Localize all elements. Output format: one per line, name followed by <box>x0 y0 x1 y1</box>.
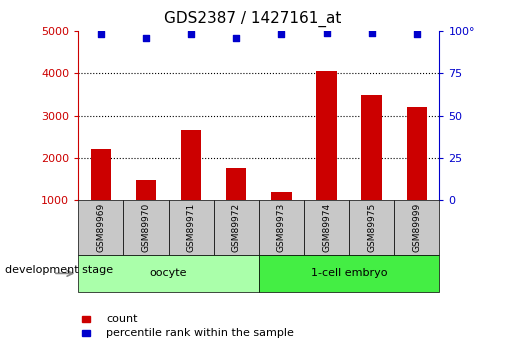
Bar <box>259 255 439 292</box>
Text: GSM89969: GSM89969 <box>96 203 106 252</box>
Bar <box>271 192 291 200</box>
Text: 1-cell embryo: 1-cell embryo <box>311 268 387 278</box>
Bar <box>136 180 156 200</box>
Bar <box>259 200 304 255</box>
Bar <box>78 255 259 292</box>
Point <box>187 32 195 37</box>
Bar <box>181 130 201 200</box>
Bar <box>169 200 214 255</box>
Text: GSM89970: GSM89970 <box>141 203 150 252</box>
Text: GSM89975: GSM89975 <box>367 203 376 252</box>
Bar <box>123 200 169 255</box>
Bar <box>304 200 349 255</box>
Point <box>323 30 331 36</box>
Text: GSM89999: GSM89999 <box>412 203 421 252</box>
Bar <box>214 200 259 255</box>
Point <box>97 32 105 37</box>
Bar <box>226 168 246 200</box>
Point <box>413 32 421 37</box>
Point <box>277 32 285 37</box>
Bar <box>349 200 394 255</box>
Text: GSM89973: GSM89973 <box>277 203 286 252</box>
Text: GDS2387 / 1427161_at: GDS2387 / 1427161_at <box>164 10 341 27</box>
Text: development stage: development stage <box>5 265 113 275</box>
Text: oocyte: oocyte <box>150 268 187 278</box>
Bar <box>316 71 337 200</box>
Text: GSM89971: GSM89971 <box>187 203 195 252</box>
Point <box>142 35 150 41</box>
Text: GSM89972: GSM89972 <box>232 203 241 252</box>
Bar <box>407 107 427 200</box>
Bar <box>362 95 382 200</box>
Text: count: count <box>106 314 137 324</box>
Text: percentile rank within the sample: percentile rank within the sample <box>106 328 294 338</box>
Bar <box>394 200 439 255</box>
Point <box>368 30 376 36</box>
Bar <box>91 149 111 200</box>
Point <box>232 35 240 41</box>
Bar <box>78 200 123 255</box>
Text: GSM89974: GSM89974 <box>322 203 331 252</box>
